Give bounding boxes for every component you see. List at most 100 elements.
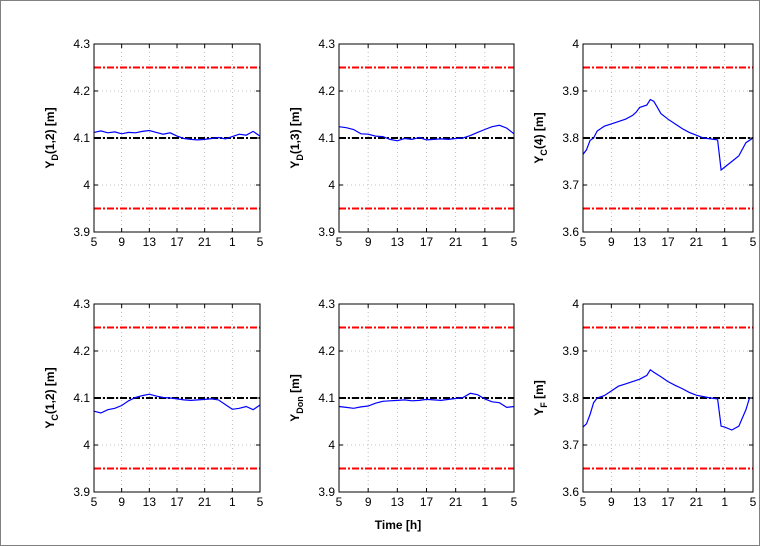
- y-axis-label-unit: [m]: [288, 374, 302, 396]
- x-tick-label: 1: [481, 235, 488, 249]
- y-tick-label: 4: [83, 438, 90, 452]
- y-tick-label: 4: [328, 438, 335, 452]
- subplot-2: 5 9 13 17 21 1 53.944.14.24.3YD(1,3) [m]: [288, 37, 518, 249]
- subplot-4: 5 9 13 17 21 1 53.944.14.24.3YC(1,2) [m]: [43, 297, 264, 509]
- y-axis-label: YF [m]: [532, 380, 549, 416]
- series-line-1: [582, 98, 754, 172]
- y-tick-label: 4.3: [318, 37, 335, 51]
- x-tick-label: 9: [608, 495, 615, 509]
- series-line-1: [338, 124, 515, 142]
- y-tick-label: 4.1: [73, 131, 90, 145]
- x-tick-label: 9: [118, 495, 125, 509]
- y-axis-label-main: Y: [532, 408, 546, 416]
- y-tick-label: 4.1: [318, 131, 335, 145]
- x-tick-label: 5: [336, 495, 343, 509]
- y-axis-label-main: Y: [532, 156, 546, 164]
- y-axis-label-main: Y: [43, 161, 57, 169]
- y-axis-label: YC(1,2) [m]: [43, 367, 60, 428]
- y-tick-label: 4: [83, 178, 90, 192]
- x-tick-label: 13: [633, 495, 647, 509]
- y-axis-label-unit: (1,2) [m]: [43, 107, 57, 154]
- x-tick-label: 5: [257, 495, 264, 509]
- y-axis-label-unit: (1,2) [m]: [43, 367, 57, 414]
- x-tick-label: 5: [750, 495, 757, 509]
- y-axis-label: YDon [m]: [288, 374, 305, 422]
- x-tick-label: 13: [143, 235, 157, 249]
- subplot-1: 5 9 13 17 21 1 53.944.14.24.3YD(1,2) [m]: [43, 37, 264, 249]
- y-tick-label: 3.9: [73, 485, 90, 499]
- y-tick-label: 3.6: [562, 225, 579, 239]
- series-line-1: [93, 129, 261, 141]
- subplot-grid: 5 9 13 17 21 1 53.944.14.24.3YD(1,2) [m]5 9 13 17…: [43, 37, 757, 509]
- x-tick-label: 5: [750, 235, 757, 249]
- x-tick-label: 5: [580, 495, 587, 509]
- y-tick-label: 3.8: [562, 131, 579, 145]
- x-tick-label: 21: [690, 235, 704, 249]
- y-tick-label: 3.9: [318, 485, 335, 499]
- x-tick-label: 17: [170, 235, 184, 249]
- x-tick-label: 5: [91, 495, 98, 509]
- x-tick-label: 21: [198, 235, 212, 249]
- x-tick-label: 21: [449, 235, 463, 249]
- x-tick-label: 5: [257, 235, 264, 249]
- x-tick-label: 17: [170, 495, 184, 509]
- y-tick-label: 3.6: [562, 485, 579, 499]
- y-tick-label: 3.8: [562, 391, 579, 405]
- y-axis-label-unit: (4) [m]: [532, 112, 546, 149]
- y-axis-label-subscript: F: [539, 402, 549, 408]
- x-tick-label: 9: [608, 235, 615, 249]
- y-axis-label-main: Y: [288, 161, 302, 169]
- y-tick-label: 3.9: [73, 225, 90, 239]
- y-tick-label: 4.2: [73, 84, 90, 98]
- x-tick-label: 21: [198, 495, 212, 509]
- series-line-1: [338, 392, 515, 409]
- y-tick-label: 4.2: [318, 344, 335, 358]
- series-line-1: [582, 368, 753, 431]
- x-tick-label: 17: [661, 495, 675, 509]
- y-tick-label: 4.1: [318, 391, 335, 405]
- x-tick-label: 1: [229, 235, 236, 249]
- y-tick-label: 4: [572, 37, 579, 51]
- y-tick-label: 4.3: [318, 297, 335, 311]
- x-tick-label: 17: [661, 235, 675, 249]
- y-axis-label-subscript: C: [539, 149, 549, 156]
- x-tick-label: 5: [91, 235, 98, 249]
- series-line-1: [93, 393, 261, 414]
- x-tick-label: 5: [511, 235, 518, 249]
- x-tick-label: 9: [118, 235, 125, 249]
- y-tick-label: 4.1: [73, 391, 90, 405]
- x-tick-label: 21: [690, 495, 704, 509]
- x-tick-label: 5: [580, 235, 587, 249]
- y-axis-label: YC(4) [m]: [532, 112, 549, 163]
- y-axis-label-main: Y: [43, 421, 57, 429]
- x-tick-label: 1: [229, 495, 236, 509]
- x-tick-label: 13: [391, 495, 405, 509]
- y-tick-label: 3.7: [562, 438, 579, 452]
- y-axis-label-subscript: C: [50, 414, 60, 421]
- x-tick-label: 1: [721, 495, 728, 509]
- y-axis-label-unit: [m]: [532, 380, 546, 402]
- x-tick-label: 17: [420, 495, 434, 509]
- y-tick-label: 4.3: [73, 37, 90, 51]
- x-tick-label: 9: [365, 495, 372, 509]
- y-axis-label: YD(1,3) [m]: [288, 107, 305, 168]
- x-axis-label: Time [h]: [375, 518, 421, 532]
- y-tick-label: 4.2: [318, 84, 335, 98]
- x-tick-label: 21: [449, 495, 463, 509]
- x-tick-label: 5: [511, 495, 518, 509]
- x-tick-label: 5: [336, 235, 343, 249]
- y-axis-label-subscript: Don: [295, 396, 305, 414]
- y-tick-label: 3.9: [562, 344, 579, 358]
- y-tick-label: 3.9: [318, 225, 335, 239]
- y-tick-label: 3.7: [562, 178, 579, 192]
- x-tick-label: 1: [481, 495, 488, 509]
- x-tick-label: 13: [633, 235, 647, 249]
- y-tick-label: 4.3: [73, 297, 90, 311]
- x-tick-label: 9: [365, 235, 372, 249]
- y-axis-label-subscript: D: [295, 154, 305, 161]
- x-tick-label: 1: [721, 235, 728, 249]
